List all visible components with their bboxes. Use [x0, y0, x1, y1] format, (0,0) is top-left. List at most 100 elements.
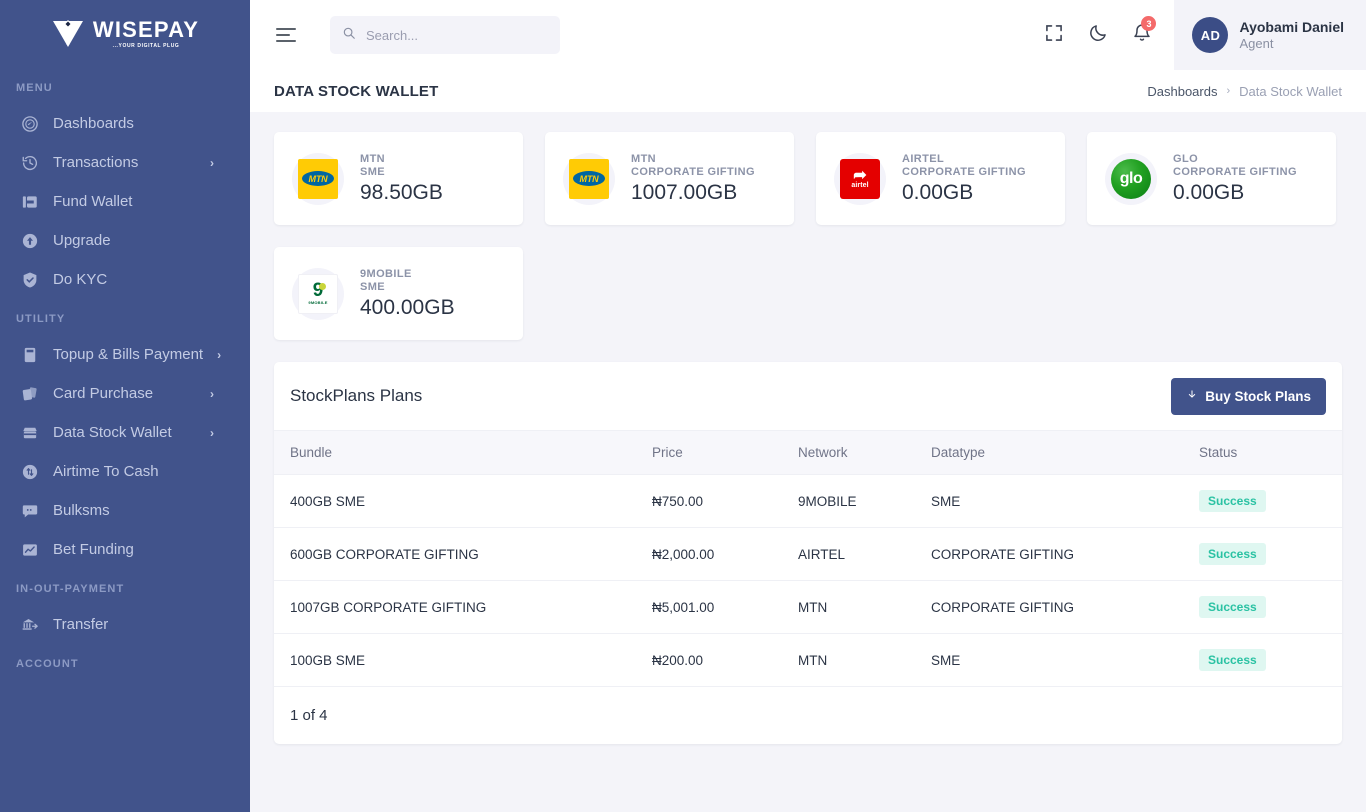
stat-datatype: CORPORATE GIFTING	[902, 165, 1026, 178]
sidebar-item-card-purchase[interactable]: Card Purchase ›	[0, 374, 250, 413]
sidebar-item-label: Dashboards	[53, 115, 134, 132]
table-header-row: Bundle Price Network Datatype Status	[274, 430, 1342, 475]
buy-stock-plans-button[interactable]: Buy Stock Plans	[1171, 377, 1326, 415]
search-box[interactable]	[330, 16, 560, 54]
stat-datatype: CORPORATE GIFTING	[631, 165, 755, 178]
mtn-logo-icon: MTN	[569, 158, 609, 199]
brand-tagline: ...YOUR DIGITAL PLUG	[112, 43, 180, 49]
user-info: Ayobami Daniel Agent	[1239, 18, 1344, 52]
table-row[interactable]: 400GB SME ₦750.00 9MOBILE SME Success	[274, 474, 1342, 528]
sidebar-item-label: Transactions	[53, 154, 139, 171]
column-header-bundle[interactable]: Bundle	[274, 430, 636, 475]
sidebar-item-do-kyc[interactable]: Do KYC	[0, 260, 250, 299]
sidebar-item-bulksms[interactable]: Bulksms	[0, 491, 250, 530]
stat-card-9mobile-sme[interactable]: 9 9MOBILE 9MOBILE SME 400.00GB	[274, 247, 523, 340]
column-header-datatype[interactable]: Datatype	[915, 430, 1183, 475]
sidebar-item-label: Airtime To Cash	[53, 463, 159, 480]
shield-check-icon	[20, 270, 39, 289]
pagination-info: 1 of 4	[290, 707, 328, 724]
sidebar-item-topup-bills-payment[interactable]: Topup & Bills Payment ›	[0, 335, 250, 374]
stat-card-mtn-corporate-gifting[interactable]: MTN MTN CORPORATE GIFTING 1007.00GB	[545, 132, 794, 225]
fullscreen-button[interactable]	[1032, 0, 1076, 70]
column-header-network[interactable]: Network	[782, 430, 915, 475]
stat-card-airtel-corporate-gifting[interactable]: ➦ airtel AIRTEL CORPORATE GIFTING 0.00GB	[816, 132, 1065, 225]
cell-network: MTN	[782, 633, 915, 687]
sidebar-item-upgrade[interactable]: Upgrade	[0, 221, 250, 260]
glo-logo-icon: glo	[1111, 158, 1151, 199]
cell-bundle: 600GB CORPORATE GIFTING	[274, 527, 636, 581]
chevron-right-icon: ›	[210, 425, 214, 440]
sidebar-item-transactions[interactable]: Transactions ›	[0, 143, 250, 182]
panel-header: StockPlans Plans Buy Stock Plans	[274, 362, 1342, 430]
network-logo-wrapper: glo	[1105, 152, 1157, 205]
hamburger-line	[276, 28, 296, 30]
brand-logo[interactable]: WISEPAY ...YOUR DIGITAL PLUG	[0, 0, 250, 68]
table-row[interactable]: 1007GB CORPORATE GIFTING ₦5,001.00 MTN C…	[274, 580, 1342, 634]
sidebar-item-transfer[interactable]: Transfer	[0, 605, 250, 644]
stat-card-meta: AIRTEL CORPORATE GIFTING 0.00GB	[902, 153, 1026, 205]
stat-card-meta: 9MOBILE SME 400.00GB	[360, 268, 455, 320]
status-badge: Success	[1199, 596, 1266, 618]
table-head: Bundle Price Network Datatype Status	[274, 430, 1342, 475]
brand-name: WISEPAY	[92, 17, 200, 42]
cell-price: ₦5,001.00	[636, 580, 782, 634]
trend-icon	[20, 540, 39, 559]
cell-datatype: CORPORATE GIFTING	[915, 527, 1183, 581]
status-badge: Success	[1199, 490, 1266, 512]
cell-bundle: 1007GB CORPORATE GIFTING	[274, 580, 636, 634]
column-header-status[interactable]: Status	[1183, 430, 1342, 475]
stat-value: 1007.00GB	[631, 180, 738, 204]
sidebar-item-data-stock-wallet[interactable]: Data Stock Wallet ›	[0, 413, 250, 452]
cell-status: Success	[1183, 527, 1342, 581]
search-input[interactable]	[366, 27, 548, 43]
9mobile-nine-glyph: 9	[312, 280, 326, 301]
column-header-price[interactable]: Price	[636, 430, 782, 475]
status-badge: Success	[1199, 649, 1266, 671]
page-title: DATA STOCK WALLET	[274, 82, 439, 100]
avatar: AD	[1192, 17, 1229, 53]
network-logo-wrapper: ➦ airtel	[834, 152, 886, 205]
stat-card-glo-corporate-gifting[interactable]: glo GLO CORPORATE GIFTING 0.00GB	[1087, 132, 1336, 225]
cell-bundle: 400GB SME	[274, 474, 636, 528]
chevron-right-icon: ›	[1226, 85, 1231, 97]
network-logo-wrapper: MTN	[292, 152, 344, 205]
sidebar-item-label: Bet Funding	[53, 541, 134, 558]
sidebar-section-account: ACCOUNT	[16, 658, 79, 670]
cell-network: MTN	[782, 580, 915, 634]
chevron-right-icon: ›	[210, 386, 214, 401]
stat-datatype: CORPORATE GIFTING	[1173, 165, 1297, 178]
moon-icon	[1088, 23, 1108, 48]
sidebar-section-utility: UTILITY	[16, 313, 66, 325]
page-header: DATA STOCK WALLET Dashboards › Data Stoc…	[250, 70, 1366, 112]
network-logo-wrapper: MTN	[563, 152, 615, 205]
stat-datatype: SME	[360, 165, 386, 178]
airtel-logo-text: airtel	[851, 181, 869, 189]
stat-network: GLO	[1173, 152, 1199, 165]
user-role: Agent	[1239, 36, 1274, 51]
cell-network: 9MOBILE	[782, 474, 915, 528]
cell-status: Success	[1183, 633, 1342, 687]
stat-card-mtn-sme[interactable]: MTN MTN SME 98.50GB	[274, 132, 523, 225]
sidebar-item-dashboards[interactable]: Dashboards	[0, 104, 250, 143]
stat-card-meta: GLO CORPORATE GIFTING 0.00GB	[1173, 153, 1297, 205]
cell-price: ₦750.00	[636, 474, 782, 528]
notifications-button[interactable]: 3	[1120, 0, 1164, 70]
search-icon	[342, 26, 356, 45]
table-row[interactable]: 600GB CORPORATE GIFTING ₦2,000.00 AIRTEL…	[274, 527, 1342, 581]
breadcrumb: Dashboards › Data Stock Wallet	[1147, 84, 1342, 99]
breadcrumb-dashboards[interactable]: Dashboards	[1147, 83, 1218, 99]
sidebar-toggle-button[interactable]	[276, 22, 302, 48]
stat-datatype: SME	[360, 280, 386, 293]
dark-mode-toggle[interactable]	[1076, 0, 1120, 70]
sidebar-item-fund-wallet[interactable]: Fund Wallet	[0, 182, 250, 221]
sidebar-item-airtime-to-cash[interactable]: Airtime To Cash	[0, 452, 250, 491]
panel-title: StockPlans Plans	[290, 386, 423, 405]
stat-card-meta: MTN SME 98.50GB	[360, 153, 443, 205]
user-profile-menu[interactable]: AD Ayobami Daniel Agent	[1174, 0, 1366, 70]
store-icon	[20, 423, 39, 442]
sidebar-item-label: Data Stock Wallet	[53, 424, 172, 441]
sidebar-item-bet-funding[interactable]: Bet Funding	[0, 530, 250, 569]
table-row[interactable]: 100GB SME ₦200.00 MTN SME Success	[274, 633, 1342, 687]
mtn-logo-text: MTN	[573, 171, 605, 186]
sidebar-section-in-out-payment: IN-OUT-PAYMENT	[16, 583, 125, 595]
